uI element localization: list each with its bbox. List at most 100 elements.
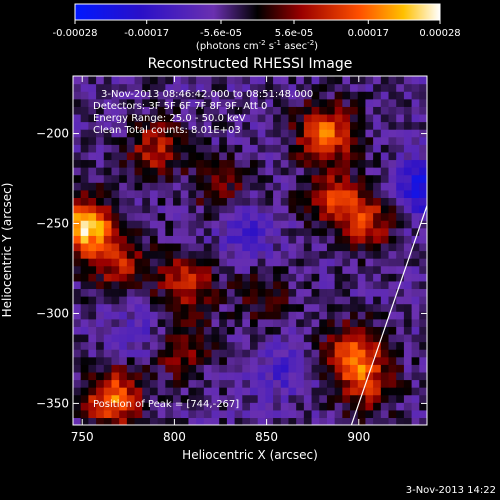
heatmap-cell bbox=[257, 98, 266, 107]
heatmap-cell bbox=[226, 265, 236, 274]
heatmap-cell bbox=[234, 204, 243, 214]
heatmap-cell bbox=[257, 326, 266, 335]
heatmap-cell bbox=[319, 280, 328, 290]
heatmap-cell bbox=[257, 265, 266, 274]
heatmap-cell bbox=[142, 151, 151, 161]
heatmap-cell bbox=[157, 129, 166, 138]
heatmap-cell bbox=[126, 151, 136, 161]
heatmap-cell bbox=[173, 76, 182, 85]
heatmap-cell bbox=[396, 227, 405, 236]
heatmap-cell bbox=[149, 167, 159, 176]
heatmap-cell bbox=[411, 273, 420, 282]
heatmap-cell bbox=[280, 409, 290, 419]
heatmap-cell bbox=[219, 280, 228, 290]
heatmap-cell bbox=[273, 189, 282, 198]
heatmap-cell bbox=[257, 129, 266, 138]
heatmap-cell bbox=[126, 265, 136, 274]
heatmap-cell bbox=[250, 265, 259, 274]
heatmap-cell bbox=[265, 341, 274, 350]
heatmap-cell bbox=[126, 341, 136, 350]
heatmap-cell bbox=[88, 212, 97, 221]
heatmap-cell bbox=[219, 356, 228, 365]
heatmap-cell bbox=[403, 242, 413, 252]
heatmap-cell bbox=[273, 98, 282, 107]
heatmap-cell bbox=[203, 106, 213, 115]
heatmap-cell bbox=[80, 409, 89, 419]
heatmap-cell bbox=[242, 167, 251, 176]
heatmap-cell bbox=[388, 227, 397, 236]
heatmap-cell bbox=[149, 227, 159, 236]
heatmap-cell bbox=[303, 113, 313, 123]
heatmap-cell bbox=[111, 174, 120, 183]
heatmap-cell bbox=[142, 98, 151, 107]
heatmap-cell bbox=[296, 318, 305, 327]
heatmap-cell bbox=[149, 212, 159, 221]
heatmap-cell bbox=[134, 250, 143, 259]
heatmap-cell bbox=[142, 265, 151, 274]
heatmap-cell bbox=[350, 341, 359, 350]
heatmap-cell bbox=[388, 258, 397, 267]
heatmap-cell bbox=[357, 250, 367, 259]
heatmap-cell bbox=[303, 349, 313, 358]
heatmap-cell bbox=[188, 371, 197, 381]
heatmap-cell bbox=[157, 242, 166, 252]
heatmap-cell bbox=[319, 341, 328, 350]
heatmap-cell bbox=[80, 364, 89, 373]
heatmap-cell bbox=[234, 296, 243, 305]
heatmap-cell bbox=[311, 144, 320, 153]
heatmap-cell bbox=[373, 356, 382, 365]
heatmap-cell bbox=[96, 303, 105, 312]
heatmap-cell bbox=[380, 197, 390, 206]
heatmap-cell bbox=[226, 296, 236, 305]
heatmap-cell bbox=[373, 318, 382, 327]
heatmap-cell bbox=[111, 212, 120, 221]
heatmap-cell bbox=[396, 182, 405, 191]
heatmap-cell bbox=[219, 333, 228, 343]
heatmap-cell bbox=[311, 212, 320, 221]
heatmap-cell bbox=[142, 189, 151, 198]
heatmap-cell bbox=[219, 326, 228, 335]
heatmap-cell bbox=[188, 265, 197, 274]
heatmap-cell bbox=[211, 83, 220, 92]
heatmap-cell bbox=[173, 364, 182, 373]
heatmap-cell bbox=[188, 235, 197, 244]
heatmap-cell bbox=[280, 326, 290, 335]
heatmap-cell bbox=[396, 212, 405, 221]
heatmap-cell bbox=[311, 242, 320, 252]
heatmap-cell bbox=[219, 167, 228, 176]
heatmap-cell bbox=[257, 311, 266, 320]
heatmap-cell bbox=[234, 136, 243, 145]
heatmap-cell bbox=[334, 333, 343, 343]
heatmap-cell bbox=[96, 409, 105, 419]
heatmap-cell bbox=[73, 364, 82, 373]
heatmap-cell bbox=[342, 379, 351, 388]
heatmap-cell bbox=[365, 76, 374, 85]
heatmap-cell bbox=[149, 113, 159, 123]
heatmap-cell bbox=[250, 242, 259, 252]
heatmap-cell bbox=[203, 364, 213, 373]
heatmap-cell bbox=[411, 371, 420, 381]
heatmap-cell bbox=[388, 182, 397, 191]
heatmap-cell bbox=[419, 91, 427, 100]
heatmap-cell bbox=[373, 144, 382, 153]
heatmap-cell bbox=[250, 326, 259, 335]
heatmap-cell bbox=[334, 227, 343, 236]
heatmap-cell bbox=[265, 280, 274, 290]
heatmap-cell bbox=[342, 280, 351, 290]
heatmap-cell bbox=[188, 333, 197, 343]
heatmap-cell bbox=[80, 311, 89, 320]
heatmap-cell bbox=[157, 212, 166, 221]
heatmap-cell bbox=[234, 326, 243, 335]
heatmap-cell bbox=[219, 303, 228, 312]
heatmap-cell bbox=[265, 227, 274, 236]
heatmap-cell bbox=[403, 394, 413, 403]
heatmap-cell bbox=[265, 394, 274, 403]
heatmap-cell bbox=[96, 273, 105, 282]
heatmap-cell bbox=[311, 364, 320, 373]
heatmap-cell bbox=[280, 129, 290, 138]
heatmap-cell bbox=[342, 106, 351, 115]
heatmap-cell bbox=[326, 402, 336, 411]
heatmap-cell bbox=[165, 288, 174, 297]
heatmap-cell bbox=[165, 303, 174, 312]
heatmap-cell bbox=[250, 280, 259, 290]
